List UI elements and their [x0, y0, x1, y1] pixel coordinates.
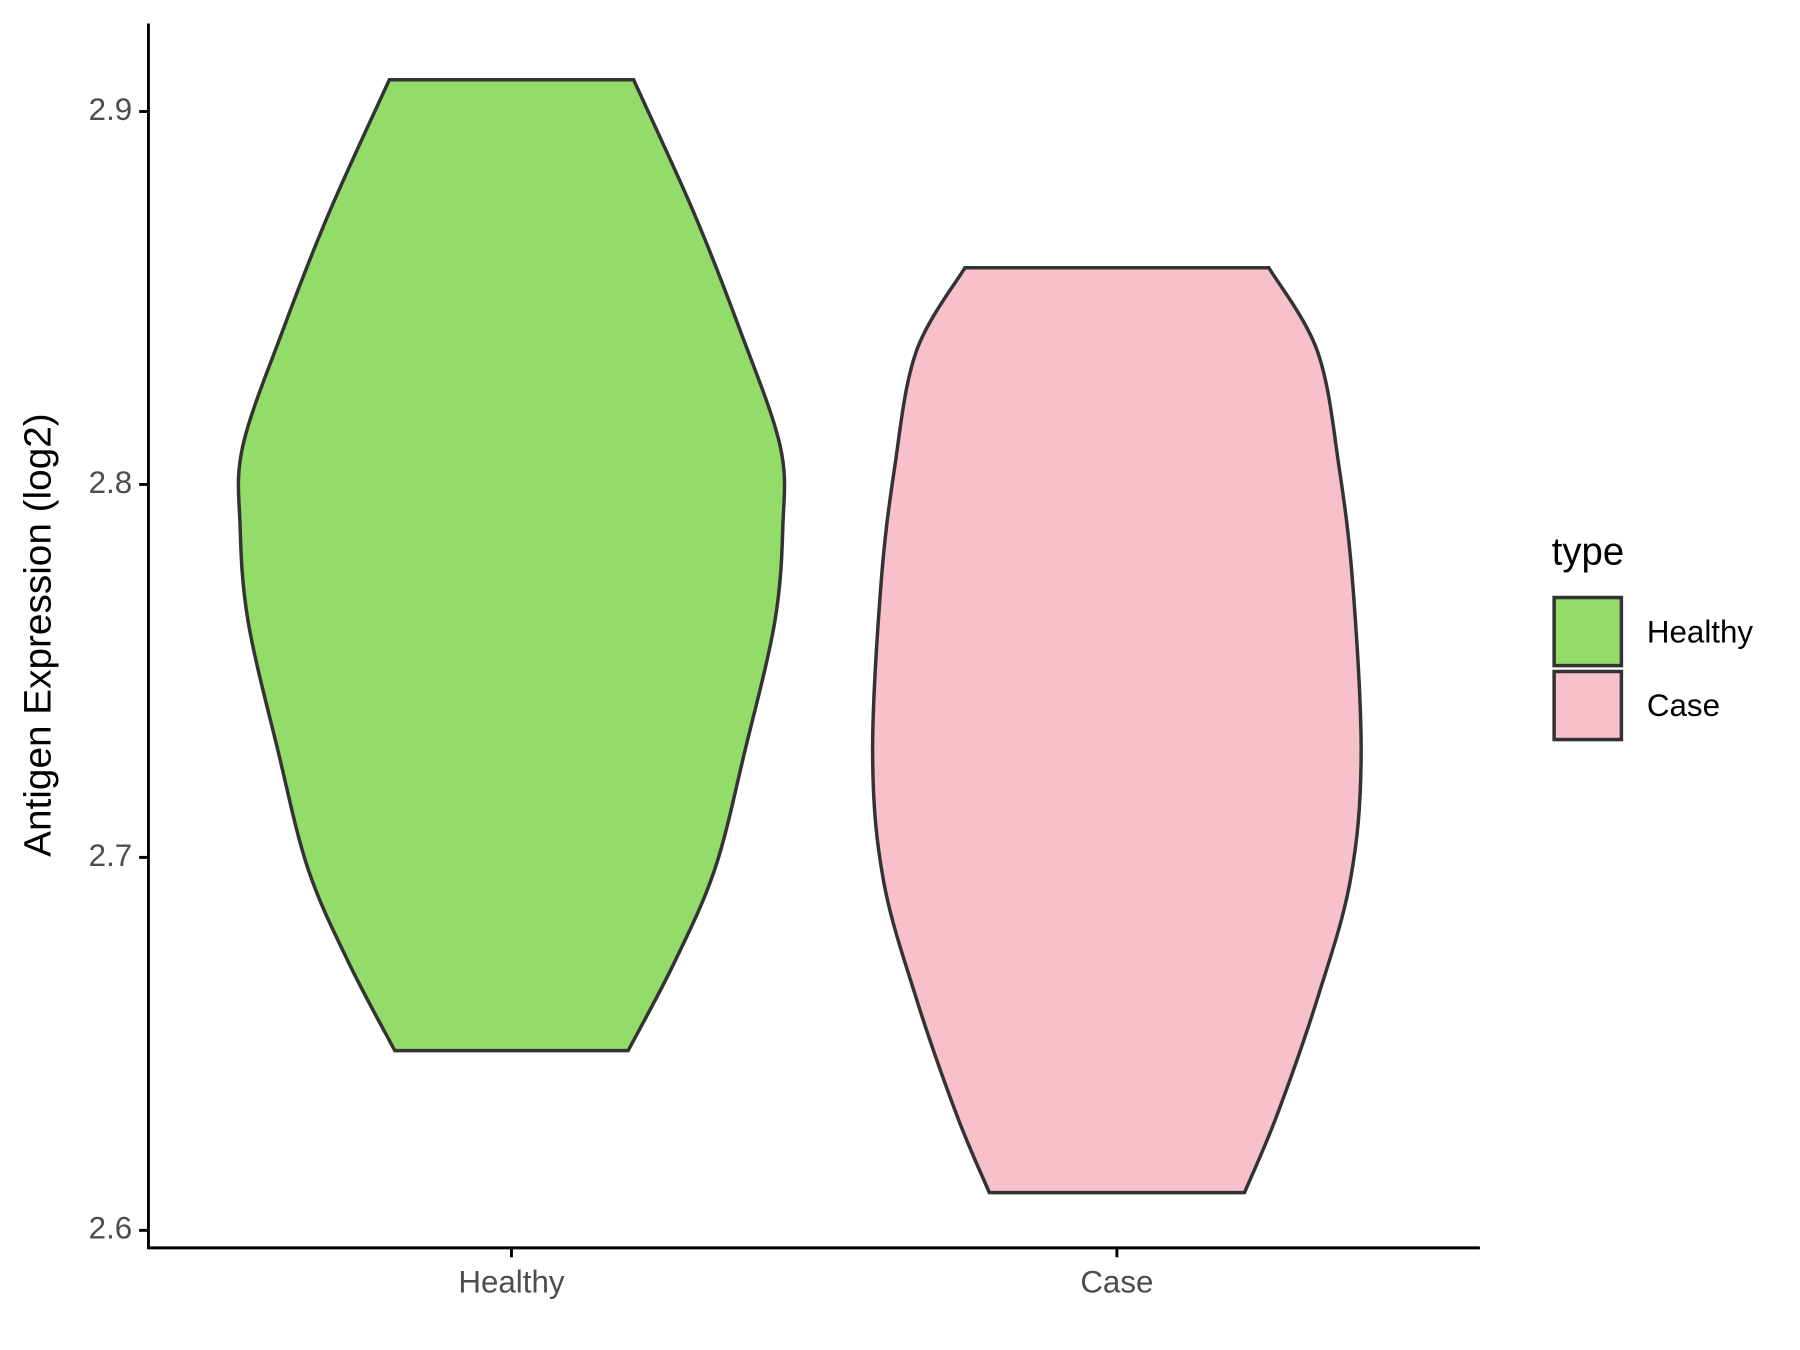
y-tick-label: 2.6 — [89, 1210, 133, 1246]
violin — [236, 78, 787, 1053]
legend-title: type — [1552, 530, 1624, 573]
y-tick-label: 2.7 — [89, 837, 133, 873]
y-tick-label: 2.9 — [89, 91, 133, 127]
legend-label: Case — [1647, 687, 1720, 723]
legend-key — [1552, 595, 1624, 668]
legend-key — [1552, 669, 1624, 742]
violin — [870, 265, 1363, 1195]
x-tick-label: Healthy — [458, 1263, 564, 1299]
legend-label: Healthy — [1647, 613, 1753, 649]
x-tick-label: Case — [1080, 1263, 1153, 1299]
y-tick-label: 2.8 — [89, 464, 133, 500]
y-axis-label: Antigen Expression (log2) — [17, 413, 60, 857]
